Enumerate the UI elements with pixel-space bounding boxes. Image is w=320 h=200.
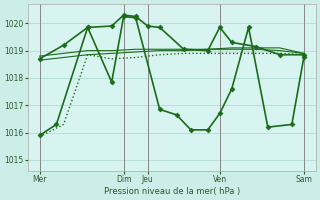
X-axis label: Pression niveau de la mer( hPa ): Pression niveau de la mer( hPa ): [104, 187, 240, 196]
